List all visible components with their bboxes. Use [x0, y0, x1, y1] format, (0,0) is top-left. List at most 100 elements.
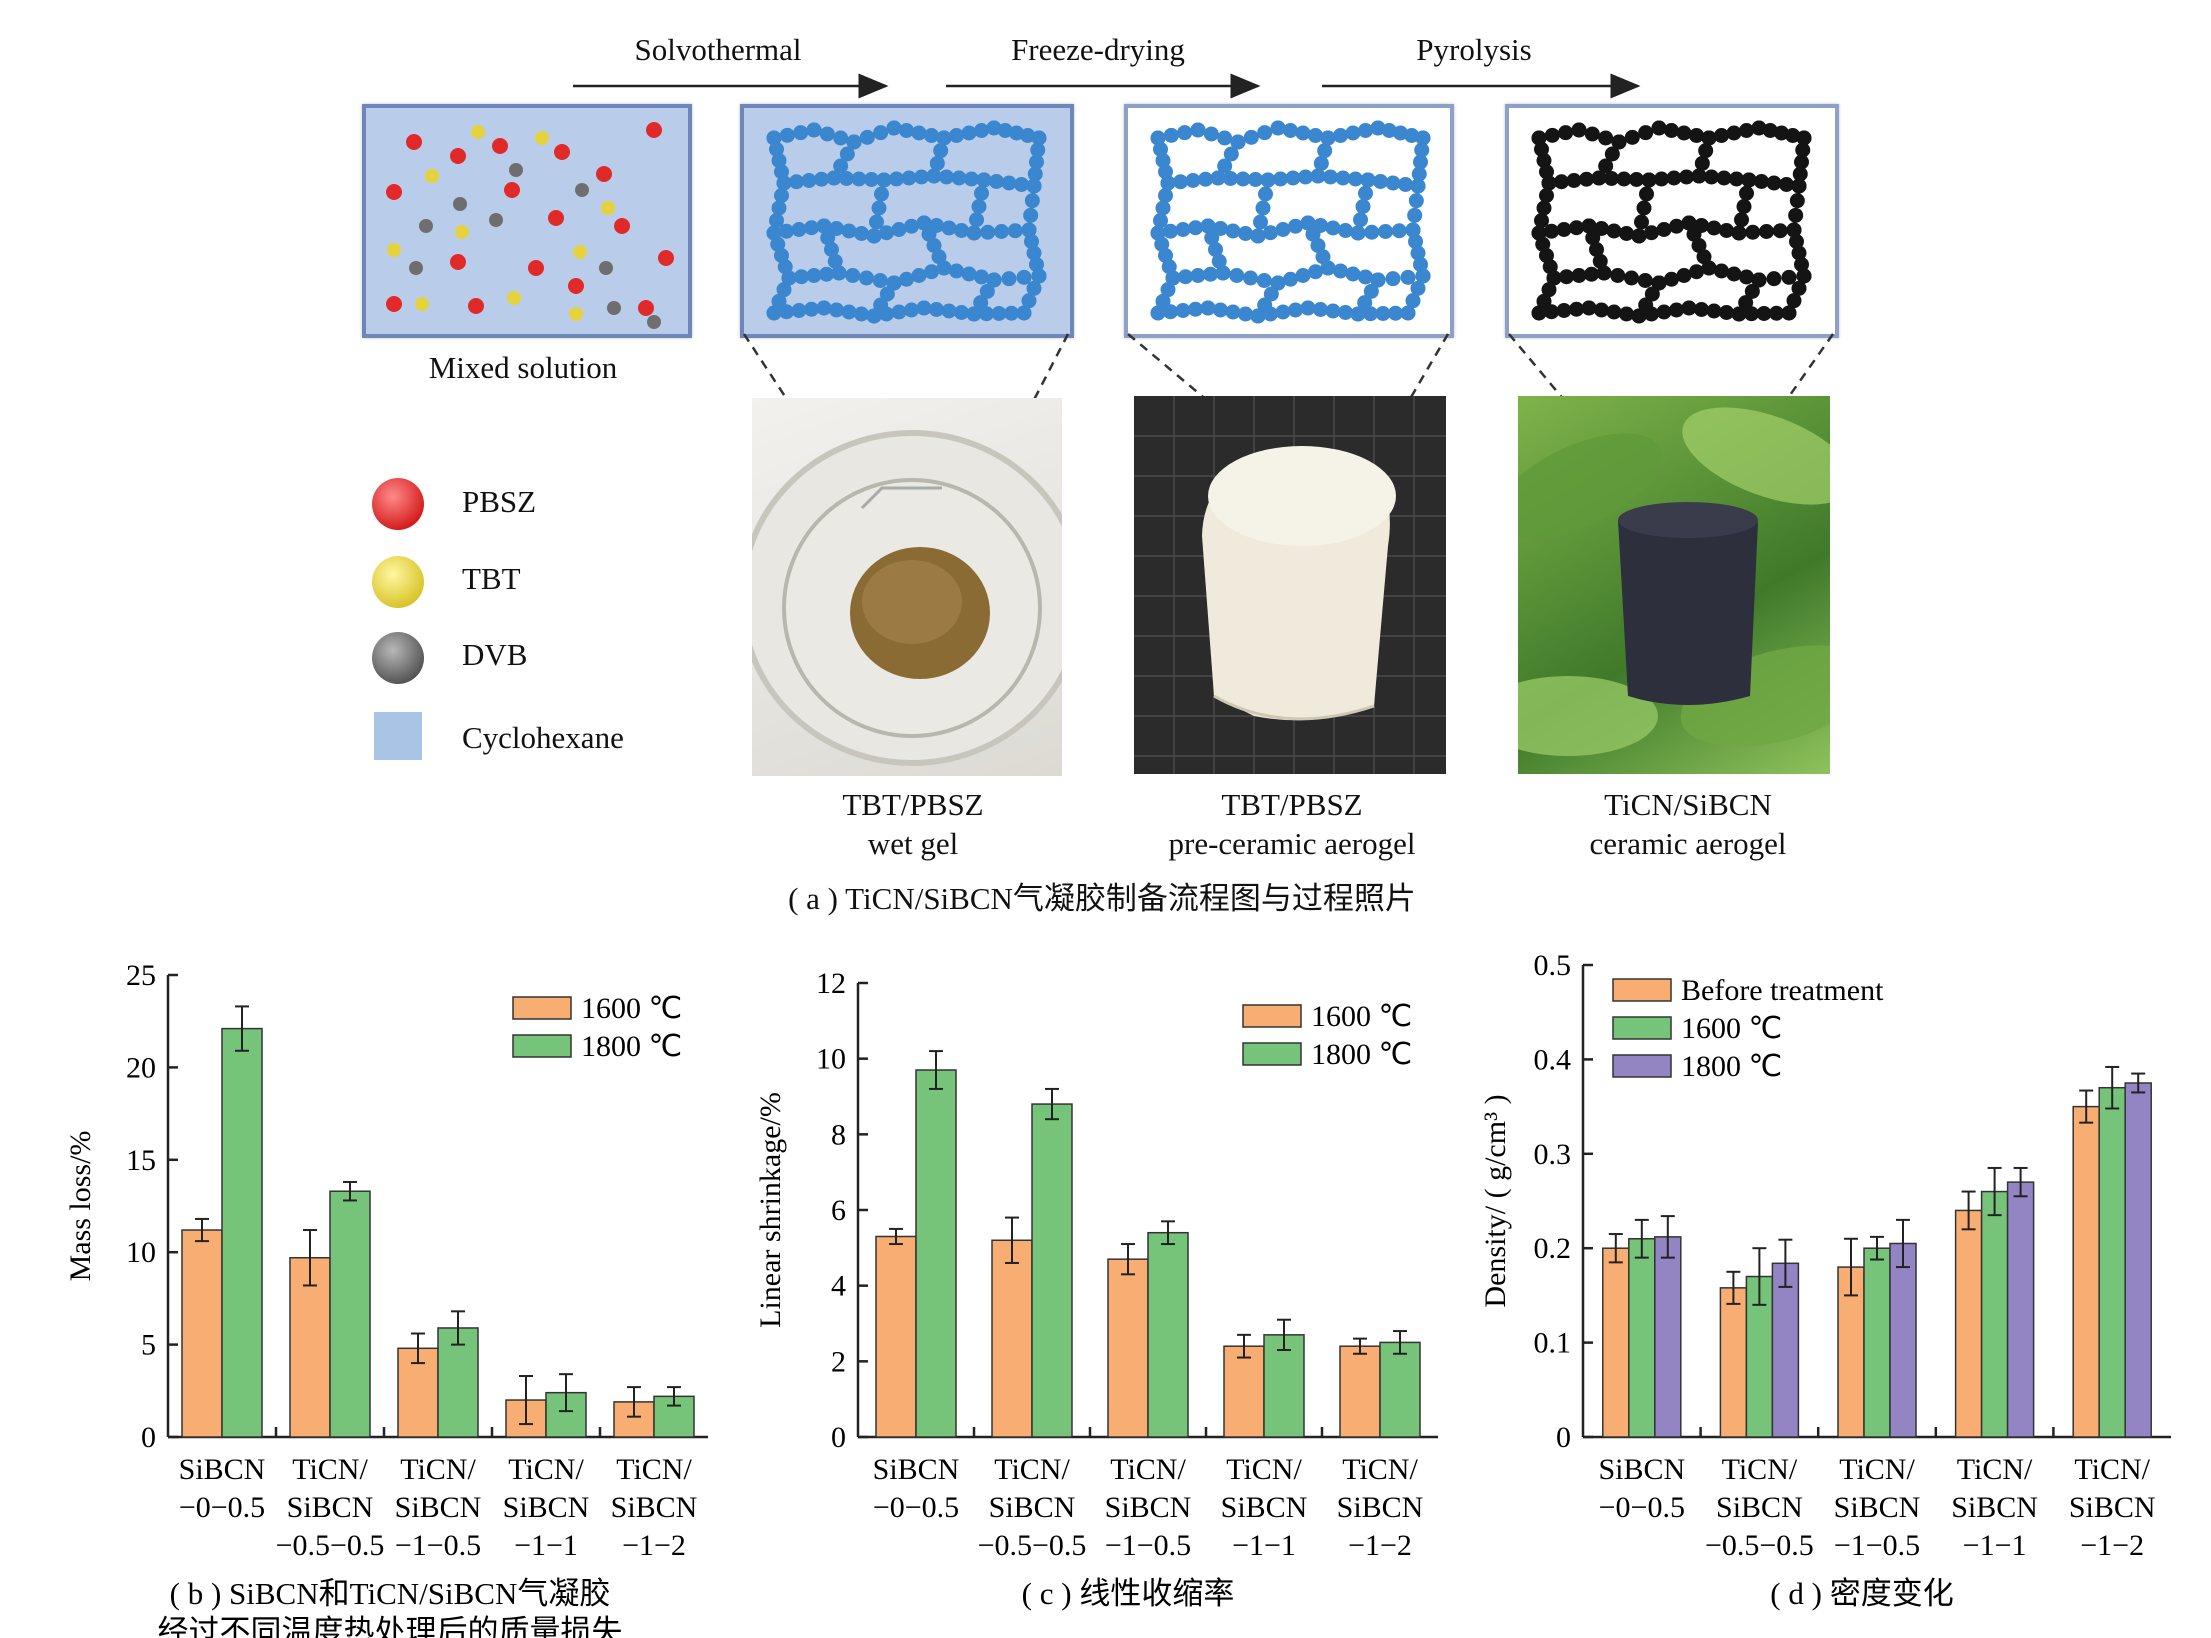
network-bead	[776, 175, 792, 191]
network-bead	[1357, 295, 1373, 311]
network-bead	[889, 171, 904, 187]
network-bead	[1270, 120, 1286, 136]
network-bead	[876, 172, 892, 188]
legend-label: Before treatment	[1681, 974, 1884, 1007]
network-bead	[866, 308, 882, 324]
bar	[991, 1239, 1033, 1438]
network-bead	[986, 120, 1002, 136]
network-bead	[1410, 178, 1426, 194]
x-tick-label: −0−0.5	[1599, 1491, 1685, 1524]
bar	[1719, 1287, 1748, 1438]
network-bead	[1636, 200, 1652, 216]
network-bead	[1320, 130, 1336, 146]
legend-label: 1600 ℃	[581, 992, 682, 1025]
network-bead	[1235, 171, 1251, 187]
network-bead	[1631, 308, 1647, 324]
network-bead	[1153, 141, 1168, 157]
bar	[1954, 1209, 1983, 1438]
network-bead	[949, 128, 964, 143]
chart-caption: ( b ) SiBCN和TiCN/SiBCN气凝胶	[170, 1576, 611, 1611]
dvb-icon	[372, 632, 424, 684]
network-bead	[1007, 223, 1023, 239]
network-bead	[926, 238, 942, 253]
network-bead	[1345, 125, 1361, 141]
network-bead	[1350, 225, 1366, 241]
network-bead	[1581, 300, 1597, 316]
network-bead	[1325, 303, 1341, 319]
bar	[1147, 1231, 1189, 1438]
network-bead	[789, 174, 804, 190]
network-bead	[1591, 170, 1607, 186]
network-bead	[1158, 188, 1173, 203]
network-bead	[1789, 193, 1805, 209]
stage-label-pre-ceramic: TBT/PBSZ pre-ceramic aerogel	[1169, 786, 1416, 864]
network-bead	[1772, 223, 1788, 239]
network-bead	[933, 143, 949, 159]
network-bead	[1766, 271, 1782, 287]
stage-label-line2: pre-ceramic aerogel	[1168, 825, 1416, 861]
network-bead	[1539, 164, 1554, 180]
network-bead	[936, 260, 952, 276]
network-bead	[961, 266, 977, 282]
stage-label-wet-gel: TBT/PBSZ wet gel	[842, 786, 983, 864]
network-bead	[1596, 265, 1612, 281]
network-bead	[1175, 303, 1191, 318]
network-bead	[1215, 265, 1231, 281]
network-bead	[976, 172, 992, 188]
network-bead	[854, 306, 869, 322]
network-bead	[1300, 215, 1316, 231]
network-bead	[1651, 120, 1667, 136]
network-bead	[931, 249, 947, 265]
stage-label-ceramic: TiCN/SiBCN ceramic aerogel	[1589, 786, 1786, 864]
network-bead	[1250, 228, 1266, 244]
network-bead	[1027, 166, 1043, 182]
network-bead	[1581, 218, 1597, 234]
network-bead	[833, 130, 849, 146]
x-tick-label: SiBCN	[1716, 1491, 1803, 1524]
network-bead	[1288, 302, 1303, 318]
network-bead	[1031, 268, 1047, 284]
network-bead	[771, 293, 787, 309]
y-tick-label: 0	[831, 1421, 846, 1454]
network-bead	[954, 223, 969, 238]
legend-swatch	[512, 996, 572, 1020]
network-bead	[1400, 305, 1416, 321]
legend-label: 1600 ℃	[1681, 1012, 1782, 1045]
network-bead	[1616, 171, 1632, 187]
y-tick-label: 5	[141, 1329, 156, 1362]
network-bead	[791, 303, 807, 318]
ceramic-network-box	[1505, 104, 1839, 338]
network-bead	[1009, 125, 1024, 141]
network-bead	[1200, 300, 1216, 316]
network-bead	[966, 306, 982, 322]
bar	[181, 1229, 223, 1438]
step-label-pyrolysis: Pyrolysis	[1416, 32, 1532, 67]
y-tick-label: 6	[831, 1194, 846, 1227]
network-bead	[1313, 302, 1328, 317]
network-bead	[1310, 168, 1326, 184]
network-bead	[1644, 225, 1659, 241]
x-tick-label: SiBCN	[1834, 1491, 1921, 1524]
network-bead	[1415, 130, 1431, 146]
wet-gel-photo	[752, 398, 1062, 776]
network-bead	[824, 242, 839, 257]
network-bead	[1225, 304, 1241, 320]
network-bead	[1792, 166, 1808, 182]
network-bead	[1358, 269, 1373, 285]
x-tick-label: −1−1	[1232, 1529, 1296, 1562]
network-bead	[820, 230, 836, 246]
network-bead	[806, 268, 822, 283]
network-bead	[916, 300, 932, 316]
network-bead	[1153, 213, 1168, 228]
network-bead	[969, 212, 984, 228]
x-tick-label: SiBCN	[1598, 1453, 1685, 1486]
bar	[1863, 1247, 1891, 1438]
network-bead	[791, 222, 807, 237]
network-bead	[1030, 142, 1046, 158]
network-bead	[841, 304, 857, 320]
network-bead	[1004, 305, 1019, 321]
network-bead	[1736, 199, 1752, 214]
network-bead	[831, 265, 847, 281]
network-bead	[1541, 175, 1557, 191]
network-bead	[1676, 125, 1692, 141]
